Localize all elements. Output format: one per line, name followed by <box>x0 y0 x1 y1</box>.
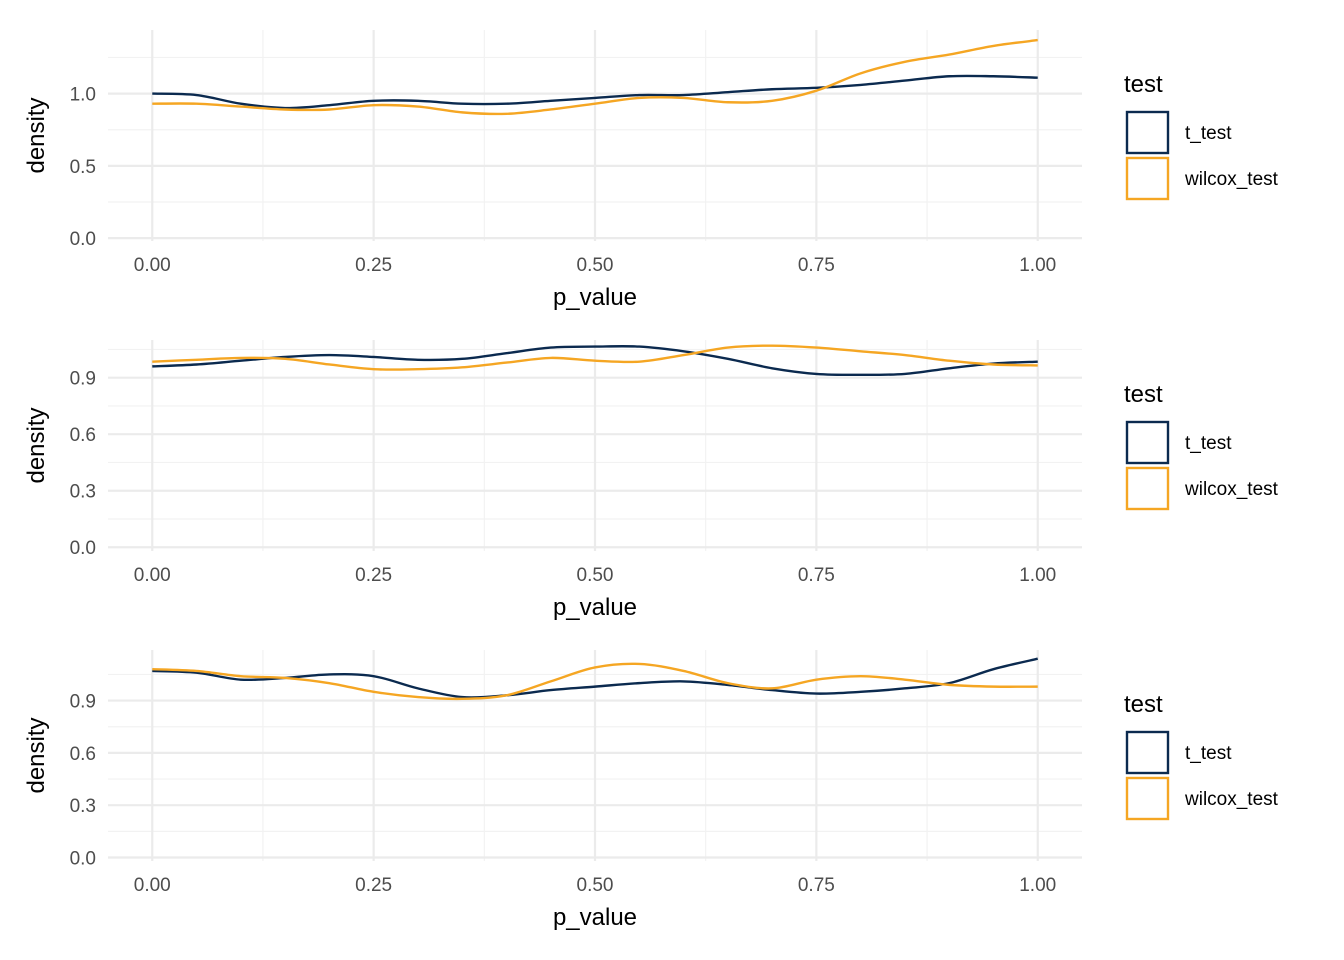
x-tick-label: 0.50 <box>577 565 614 586</box>
legend-key-wilcox_test <box>1125 776 1170 821</box>
x-tick-label: 1.00 <box>1019 875 1056 896</box>
x-axis-title: p_value <box>553 904 637 931</box>
legend-title: test <box>1124 381 1163 408</box>
density-line-wilcox_test <box>152 38 1038 116</box>
density-line-wilcox_test <box>152 344 1038 371</box>
y-tick-label: 0.9 <box>70 369 96 390</box>
y-tick-label: 0.0 <box>70 538 96 559</box>
x-tick-label: 1.00 <box>1019 255 1056 276</box>
legend-label: wilcox_test <box>1184 479 1279 500</box>
density-line-t_test <box>152 657 1039 699</box>
legend-key-wilcox_test <box>1125 156 1170 201</box>
density-panel-2: 0.00 0.25 0.50 0.75 1.00 0.0 0.3 0.6 0.9 p_value d… <box>23 340 1279 621</box>
y-axis-title: density <box>23 97 50 173</box>
x-tick-label: 0.50 <box>577 875 614 896</box>
y-tick-label: 0.5 <box>70 157 96 178</box>
legend: test t_test wilcox_test <box>1124 691 1279 821</box>
x-tick-label: 0.75 <box>798 875 835 896</box>
y-axis-title: density <box>23 407 50 483</box>
y-tick-label: 0.0 <box>70 229 96 250</box>
y-tick-label: 0.3 <box>70 482 96 503</box>
x-tick-label: 0.00 <box>134 875 171 896</box>
x-tick-label: 0.25 <box>355 255 392 276</box>
legend-label: t_test <box>1185 743 1232 764</box>
legend-title: test <box>1124 691 1163 718</box>
y-tick-label: 0.6 <box>70 744 96 765</box>
legend-key-t_test <box>1125 110 1170 155</box>
legend-label: wilcox_test <box>1184 789 1279 810</box>
density-line-wilcox_test <box>152 662 1038 701</box>
x-tick-label: 0.25 <box>355 875 392 896</box>
y-tick-label: 0.6 <box>70 425 96 446</box>
legend-key-wilcox_test <box>1125 466 1170 511</box>
legend-label: t_test <box>1185 123 1232 144</box>
x-tick-label: 0.00 <box>134 565 171 586</box>
legend-key-t_test <box>1125 420 1170 465</box>
x-axis-title: p_value <box>553 594 637 621</box>
legend-key-t_test <box>1125 730 1170 775</box>
x-tick-label: 0.75 <box>798 565 835 586</box>
y-tick-label: 1.0 <box>70 85 96 106</box>
legend: test t_test wilcox_test <box>1124 381 1279 511</box>
density-line-t_test <box>152 345 1038 377</box>
legend-title: test <box>1124 71 1163 98</box>
x-tick-label: 0.75 <box>798 255 835 276</box>
y-axis-title: density <box>23 717 50 793</box>
x-tick-label: 0.50 <box>577 255 614 276</box>
density-line-t_test <box>152 74 1038 110</box>
y-tick-label: 0.9 <box>70 692 96 713</box>
x-tick-label: 0.25 <box>355 565 392 586</box>
grid <box>108 340 1082 551</box>
legend-label: t_test <box>1185 433 1232 454</box>
grid <box>108 30 1082 241</box>
x-tick-label: 0.00 <box>134 255 171 276</box>
x-axis-title: p_value <box>553 284 637 311</box>
legend: test t_test wilcox_test <box>1124 71 1279 201</box>
y-tick-label: 0.3 <box>70 796 96 817</box>
density-panel-1: 0.00 0.25 0.50 0.75 1.00 0.0 0.5 1.0 p_value dens… <box>23 30 1279 311</box>
legend-label: wilcox_test <box>1184 169 1279 190</box>
y-tick-label: 0.0 <box>70 849 96 870</box>
x-tick-label: 1.00 <box>1019 565 1056 586</box>
grid <box>108 650 1082 861</box>
density-panel-3: 0.00 0.25 0.50 0.75 1.00 0.0 0.3 0.6 0.9 p_value d… <box>23 650 1279 931</box>
